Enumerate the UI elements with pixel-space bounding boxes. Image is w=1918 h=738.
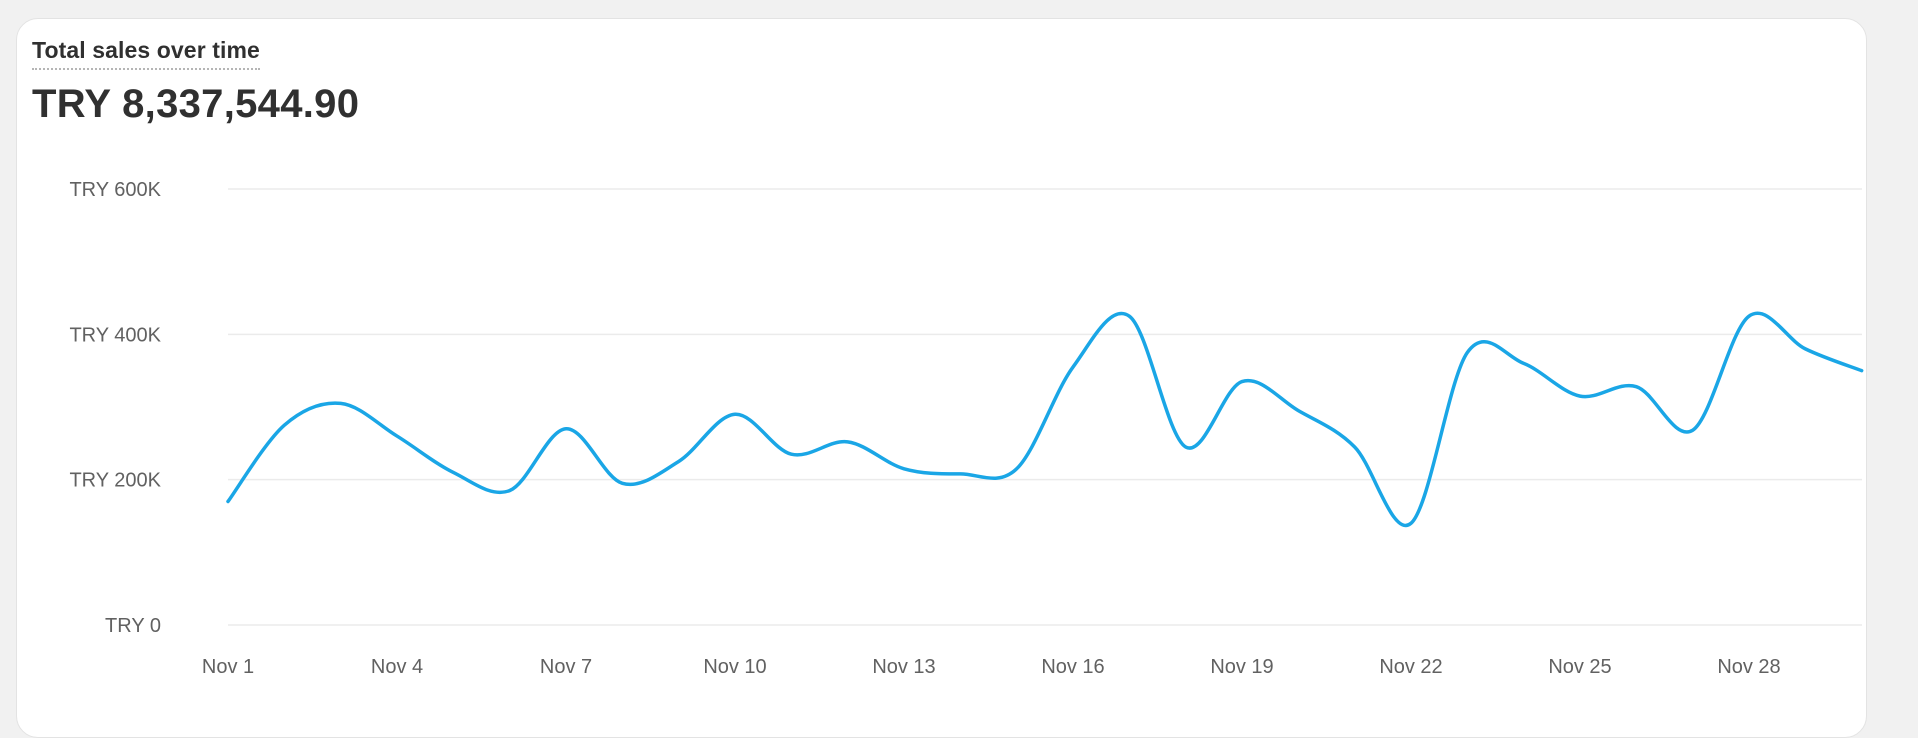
sales-line (226, 311, 1864, 528)
sales-card (16, 18, 1867, 738)
x-tick-label: Nov 13 (872, 656, 935, 678)
x-tick-label: Nov 19 (1210, 656, 1273, 678)
line-chart: TRY 0 TRY 200K TRY 400K TRY 600K Nov 1 Nov 4 N… (69, 179, 1864, 678)
y-tick-label: TRY 200K (69, 470, 161, 492)
chart-title[interactable]: Total sales over time (32, 37, 260, 70)
y-tick-label: TRY 400K (69, 324, 161, 346)
y-tick-label: TRY 600K (69, 179, 161, 201)
x-tick-label: Nov 1 (202, 656, 254, 678)
x-tick-label: Nov 16 (1041, 656, 1104, 678)
x-tick-label: Nov 4 (371, 656, 423, 678)
x-tick-label: Nov 22 (1379, 656, 1442, 678)
x-tick-label: Nov 25 (1548, 656, 1611, 678)
y-tick-label: TRY 0 (105, 615, 161, 637)
x-tick-label: Nov 7 (540, 656, 592, 678)
x-tick-label: Nov 28 (1717, 656, 1780, 678)
x-tick-label: Nov 10 (703, 656, 766, 678)
total-sales-value: TRY 8,337,544.90 (32, 82, 360, 126)
